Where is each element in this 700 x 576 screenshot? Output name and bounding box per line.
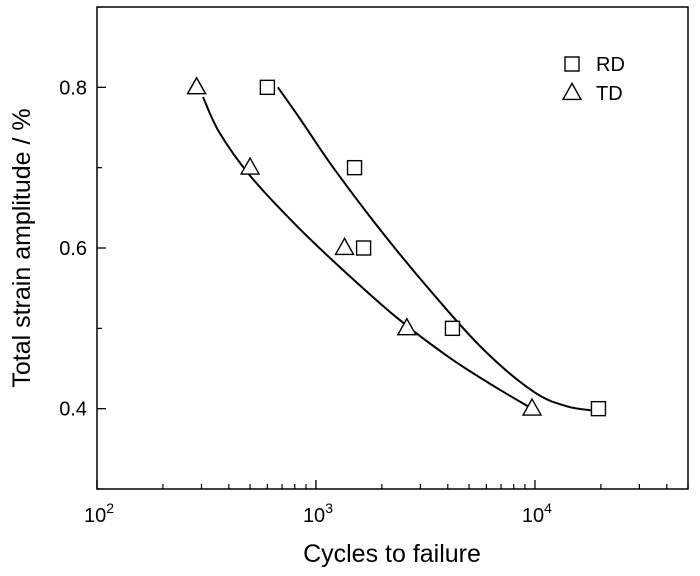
- data-point-rd: [355, 240, 372, 256]
- plot-frame: [96, 6, 689, 490]
- y-tick-label: 0.6: [59, 238, 87, 260]
- fit-curves: [202, 86, 591, 412]
- y-axis-title: Total strain amplitude / %: [8, 108, 36, 387]
- data-point-rd: [590, 400, 607, 417]
- x-tick-label: 103: [303, 500, 333, 527]
- data-point-td: [186, 76, 207, 95]
- x-axis-title: Cycles to failure: [303, 540, 481, 568]
- x-tick-label: 102: [84, 500, 114, 527]
- data-point-td: [334, 236, 355, 256]
- axis-ticks: 0.4 0.6 0.8 102 103 104: [59, 6, 689, 527]
- legend-label-rd: RD: [596, 54, 625, 76]
- legend-marker-rd: [564, 56, 580, 72]
- y-tick-label: 0.4: [59, 399, 87, 421]
- legend: RD TD: [561, 54, 625, 105]
- y-tick-label: 0.8: [59, 77, 87, 99]
- data-points: [186, 76, 607, 417]
- data-point-rd: [346, 159, 363, 176]
- data-point-rd: [444, 320, 461, 337]
- x-tick-label: 104: [522, 500, 552, 527]
- legend-label-td: TD: [596, 83, 623, 105]
- fit-curve-rd: [277, 86, 591, 412]
- data-point-td: [239, 156, 261, 175]
- fit-curve-td: [202, 96, 533, 410]
- legend-marker-td: [561, 81, 583, 101]
- data-point-rd: [259, 79, 276, 96]
- data-point-td: [521, 397, 543, 416]
- data-point-td: [396, 317, 418, 336]
